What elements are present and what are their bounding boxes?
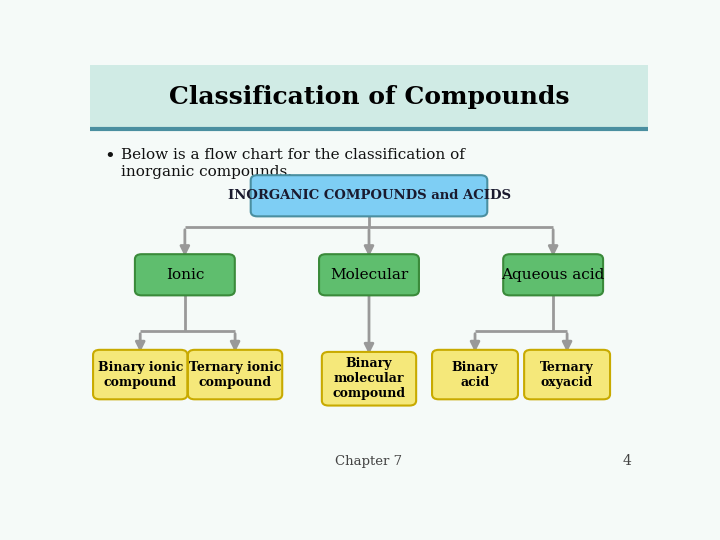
Text: Ionic: Ionic — [166, 268, 204, 282]
Text: •: • — [104, 147, 114, 165]
FancyBboxPatch shape — [503, 254, 603, 295]
Text: Binary
acid: Binary acid — [451, 361, 498, 389]
Text: 4: 4 — [622, 454, 631, 468]
Bar — [90, 65, 648, 129]
Text: Ternary
oxyacid: Ternary oxyacid — [540, 361, 594, 389]
FancyBboxPatch shape — [188, 350, 282, 399]
Text: Aqueous acid: Aqueous acid — [501, 268, 605, 282]
Text: Binary ionic
compound: Binary ionic compound — [97, 361, 183, 389]
Text: Classification of Compounds: Classification of Compounds — [168, 85, 570, 109]
Text: Binary
molecular
compound: Binary molecular compound — [333, 357, 405, 400]
Text: Molecular: Molecular — [330, 268, 408, 282]
FancyBboxPatch shape — [93, 350, 187, 399]
FancyBboxPatch shape — [135, 254, 235, 295]
FancyBboxPatch shape — [432, 350, 518, 399]
Text: Ternary ionic
compound: Ternary ionic compound — [189, 361, 282, 389]
FancyBboxPatch shape — [322, 352, 416, 406]
FancyBboxPatch shape — [524, 350, 610, 399]
FancyBboxPatch shape — [251, 175, 487, 217]
Text: Chapter 7: Chapter 7 — [336, 455, 402, 468]
Text: Below is a flow chart for the classification of: Below is a flow chart for the classifica… — [121, 148, 464, 162]
Text: inorganic compounds.: inorganic compounds. — [121, 165, 292, 179]
FancyBboxPatch shape — [319, 254, 419, 295]
Text: INORGANIC COMPOUNDS and ACIDS: INORGANIC COMPOUNDS and ACIDS — [228, 190, 510, 202]
